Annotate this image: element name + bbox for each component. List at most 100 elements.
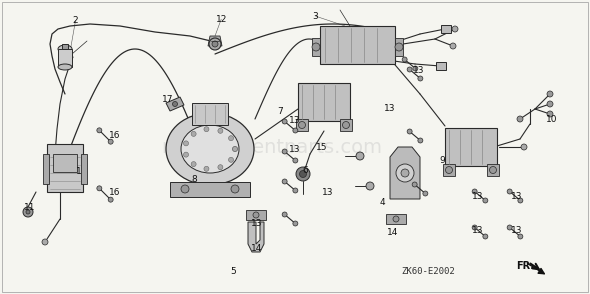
Ellipse shape bbox=[58, 45, 72, 53]
Circle shape bbox=[412, 182, 417, 187]
Circle shape bbox=[293, 221, 298, 226]
Bar bbox=[298, 83, 350, 121]
Circle shape bbox=[312, 43, 320, 51]
Circle shape bbox=[212, 41, 218, 47]
Circle shape bbox=[97, 128, 102, 133]
Circle shape bbox=[407, 67, 412, 72]
Circle shape bbox=[218, 128, 223, 133]
Circle shape bbox=[181, 185, 189, 193]
Circle shape bbox=[299, 121, 306, 128]
Circle shape bbox=[183, 141, 189, 146]
Circle shape bbox=[418, 76, 423, 81]
Polygon shape bbox=[166, 97, 184, 111]
Circle shape bbox=[395, 43, 403, 51]
Bar bbox=[43, 154, 49, 184]
Bar bbox=[386, 214, 406, 224]
Circle shape bbox=[507, 189, 512, 194]
Circle shape bbox=[26, 210, 30, 214]
Text: 11: 11 bbox=[24, 203, 35, 212]
Text: 17: 17 bbox=[162, 96, 174, 104]
Circle shape bbox=[282, 179, 287, 184]
Bar bbox=[62, 44, 68, 49]
Circle shape bbox=[483, 234, 488, 239]
Circle shape bbox=[293, 188, 298, 193]
Text: 10: 10 bbox=[546, 115, 558, 123]
Circle shape bbox=[282, 149, 287, 154]
Circle shape bbox=[547, 111, 553, 117]
Circle shape bbox=[293, 128, 298, 133]
Text: 13: 13 bbox=[510, 226, 522, 235]
Ellipse shape bbox=[58, 64, 72, 70]
Circle shape bbox=[108, 139, 113, 144]
Circle shape bbox=[209, 38, 221, 50]
Circle shape bbox=[472, 189, 477, 194]
Text: 13: 13 bbox=[472, 193, 484, 201]
Text: 13: 13 bbox=[251, 219, 263, 228]
Text: 4: 4 bbox=[379, 198, 385, 207]
Bar bbox=[395, 38, 403, 56]
Circle shape bbox=[97, 186, 102, 191]
Circle shape bbox=[293, 158, 298, 163]
Circle shape bbox=[547, 91, 553, 97]
Bar bbox=[296, 119, 308, 131]
Text: 13: 13 bbox=[289, 116, 301, 125]
Polygon shape bbox=[208, 36, 222, 46]
Circle shape bbox=[253, 212, 259, 218]
Circle shape bbox=[300, 171, 306, 178]
Circle shape bbox=[232, 146, 238, 151]
Circle shape bbox=[507, 225, 512, 230]
Text: 13: 13 bbox=[472, 226, 484, 235]
Bar bbox=[340, 119, 352, 131]
Circle shape bbox=[445, 166, 453, 173]
Text: 15: 15 bbox=[316, 143, 327, 151]
Bar bbox=[445, 128, 497, 166]
Bar bbox=[192, 103, 228, 125]
Circle shape bbox=[407, 129, 412, 134]
Circle shape bbox=[232, 146, 238, 151]
Circle shape bbox=[191, 162, 196, 167]
Circle shape bbox=[423, 191, 428, 196]
Circle shape bbox=[183, 152, 189, 157]
Text: 13: 13 bbox=[413, 66, 425, 75]
Polygon shape bbox=[248, 222, 264, 252]
Bar bbox=[441, 25, 451, 33]
Bar bbox=[47, 144, 83, 192]
Circle shape bbox=[396, 164, 414, 182]
Text: 13: 13 bbox=[510, 193, 522, 201]
Circle shape bbox=[472, 225, 477, 230]
Circle shape bbox=[418, 138, 423, 143]
Text: 12: 12 bbox=[215, 15, 227, 24]
Text: 5: 5 bbox=[230, 268, 236, 276]
Circle shape bbox=[517, 116, 523, 122]
Circle shape bbox=[218, 165, 223, 170]
Circle shape bbox=[356, 152, 364, 160]
Circle shape bbox=[108, 197, 113, 202]
Circle shape bbox=[483, 198, 488, 203]
Circle shape bbox=[228, 136, 234, 141]
Circle shape bbox=[282, 119, 287, 124]
Bar bbox=[436, 62, 446, 70]
Text: 6: 6 bbox=[303, 166, 309, 175]
Text: 7: 7 bbox=[277, 107, 283, 116]
Circle shape bbox=[172, 101, 178, 106]
Text: 8: 8 bbox=[192, 175, 198, 184]
Text: 16: 16 bbox=[109, 188, 121, 197]
Bar bbox=[53, 154, 77, 172]
Polygon shape bbox=[390, 147, 420, 199]
Bar bbox=[443, 164, 455, 176]
Text: replacementparts.com: replacementparts.com bbox=[161, 138, 382, 156]
Circle shape bbox=[413, 66, 418, 71]
Circle shape bbox=[191, 131, 196, 136]
Circle shape bbox=[402, 57, 407, 62]
Ellipse shape bbox=[166, 113, 254, 185]
Text: 13: 13 bbox=[384, 104, 395, 113]
Text: 3: 3 bbox=[313, 12, 319, 21]
Circle shape bbox=[343, 121, 349, 128]
Circle shape bbox=[296, 167, 310, 181]
Text: 14: 14 bbox=[386, 228, 398, 237]
Bar bbox=[312, 38, 320, 56]
Text: 16: 16 bbox=[109, 131, 121, 140]
Circle shape bbox=[23, 207, 33, 217]
Circle shape bbox=[366, 182, 374, 190]
Circle shape bbox=[393, 216, 399, 222]
